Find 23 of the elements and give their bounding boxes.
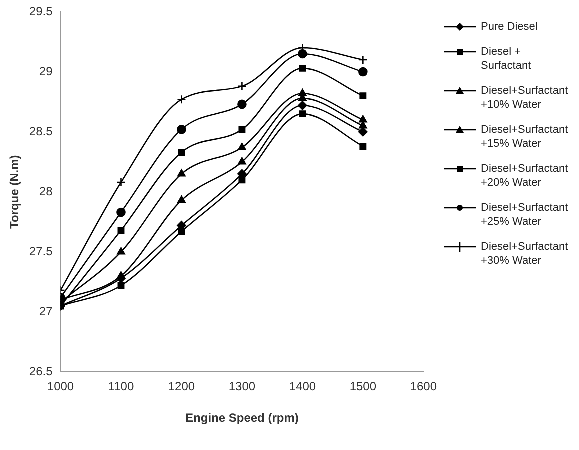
- y-tick-label: 27.5: [29, 244, 54, 258]
- y-axis-title: Torque (N.m): [8, 155, 22, 229]
- x-tick-label: 1200: [168, 380, 196, 394]
- y-tick-label: 28.5: [29, 124, 54, 138]
- legend-label: Diesel+Surfactant+20% Water: [481, 162, 570, 190]
- legend-label: Diesel+Surfactant+15% Water: [481, 123, 570, 151]
- x-axis-title: Engine Speed (rpm): [186, 411, 299, 426]
- legend-label: Diesel+Surfactant+30% Water: [481, 240, 570, 268]
- x-tick-label: 1400: [289, 380, 316, 394]
- y-tick-label: 26.5: [29, 364, 54, 379]
- y-tick-label: 28: [39, 184, 54, 198]
- legend-label: Pure Diesel: [481, 20, 539, 34]
- x-tick-label: 1100: [108, 380, 134, 394]
- legend-label: Diesel + Surfactant: [481, 45, 532, 73]
- x-tick-label: 1000: [47, 380, 74, 394]
- x-tick-label: 1300: [228, 380, 256, 394]
- x-tick-label: 1500: [350, 380, 377, 394]
- legend-label: Diesel+Surfactant+10% Water: [481, 84, 570, 112]
- legend-label: Diesel+Surfactant+25% Water: [481, 201, 570, 229]
- y-tick-label: 29: [39, 64, 54, 78]
- y-tick-label: 29.5: [29, 4, 54, 18]
- x-tick-label: 1600: [410, 380, 438, 394]
- y-tick-label: 27: [39, 304, 54, 318]
